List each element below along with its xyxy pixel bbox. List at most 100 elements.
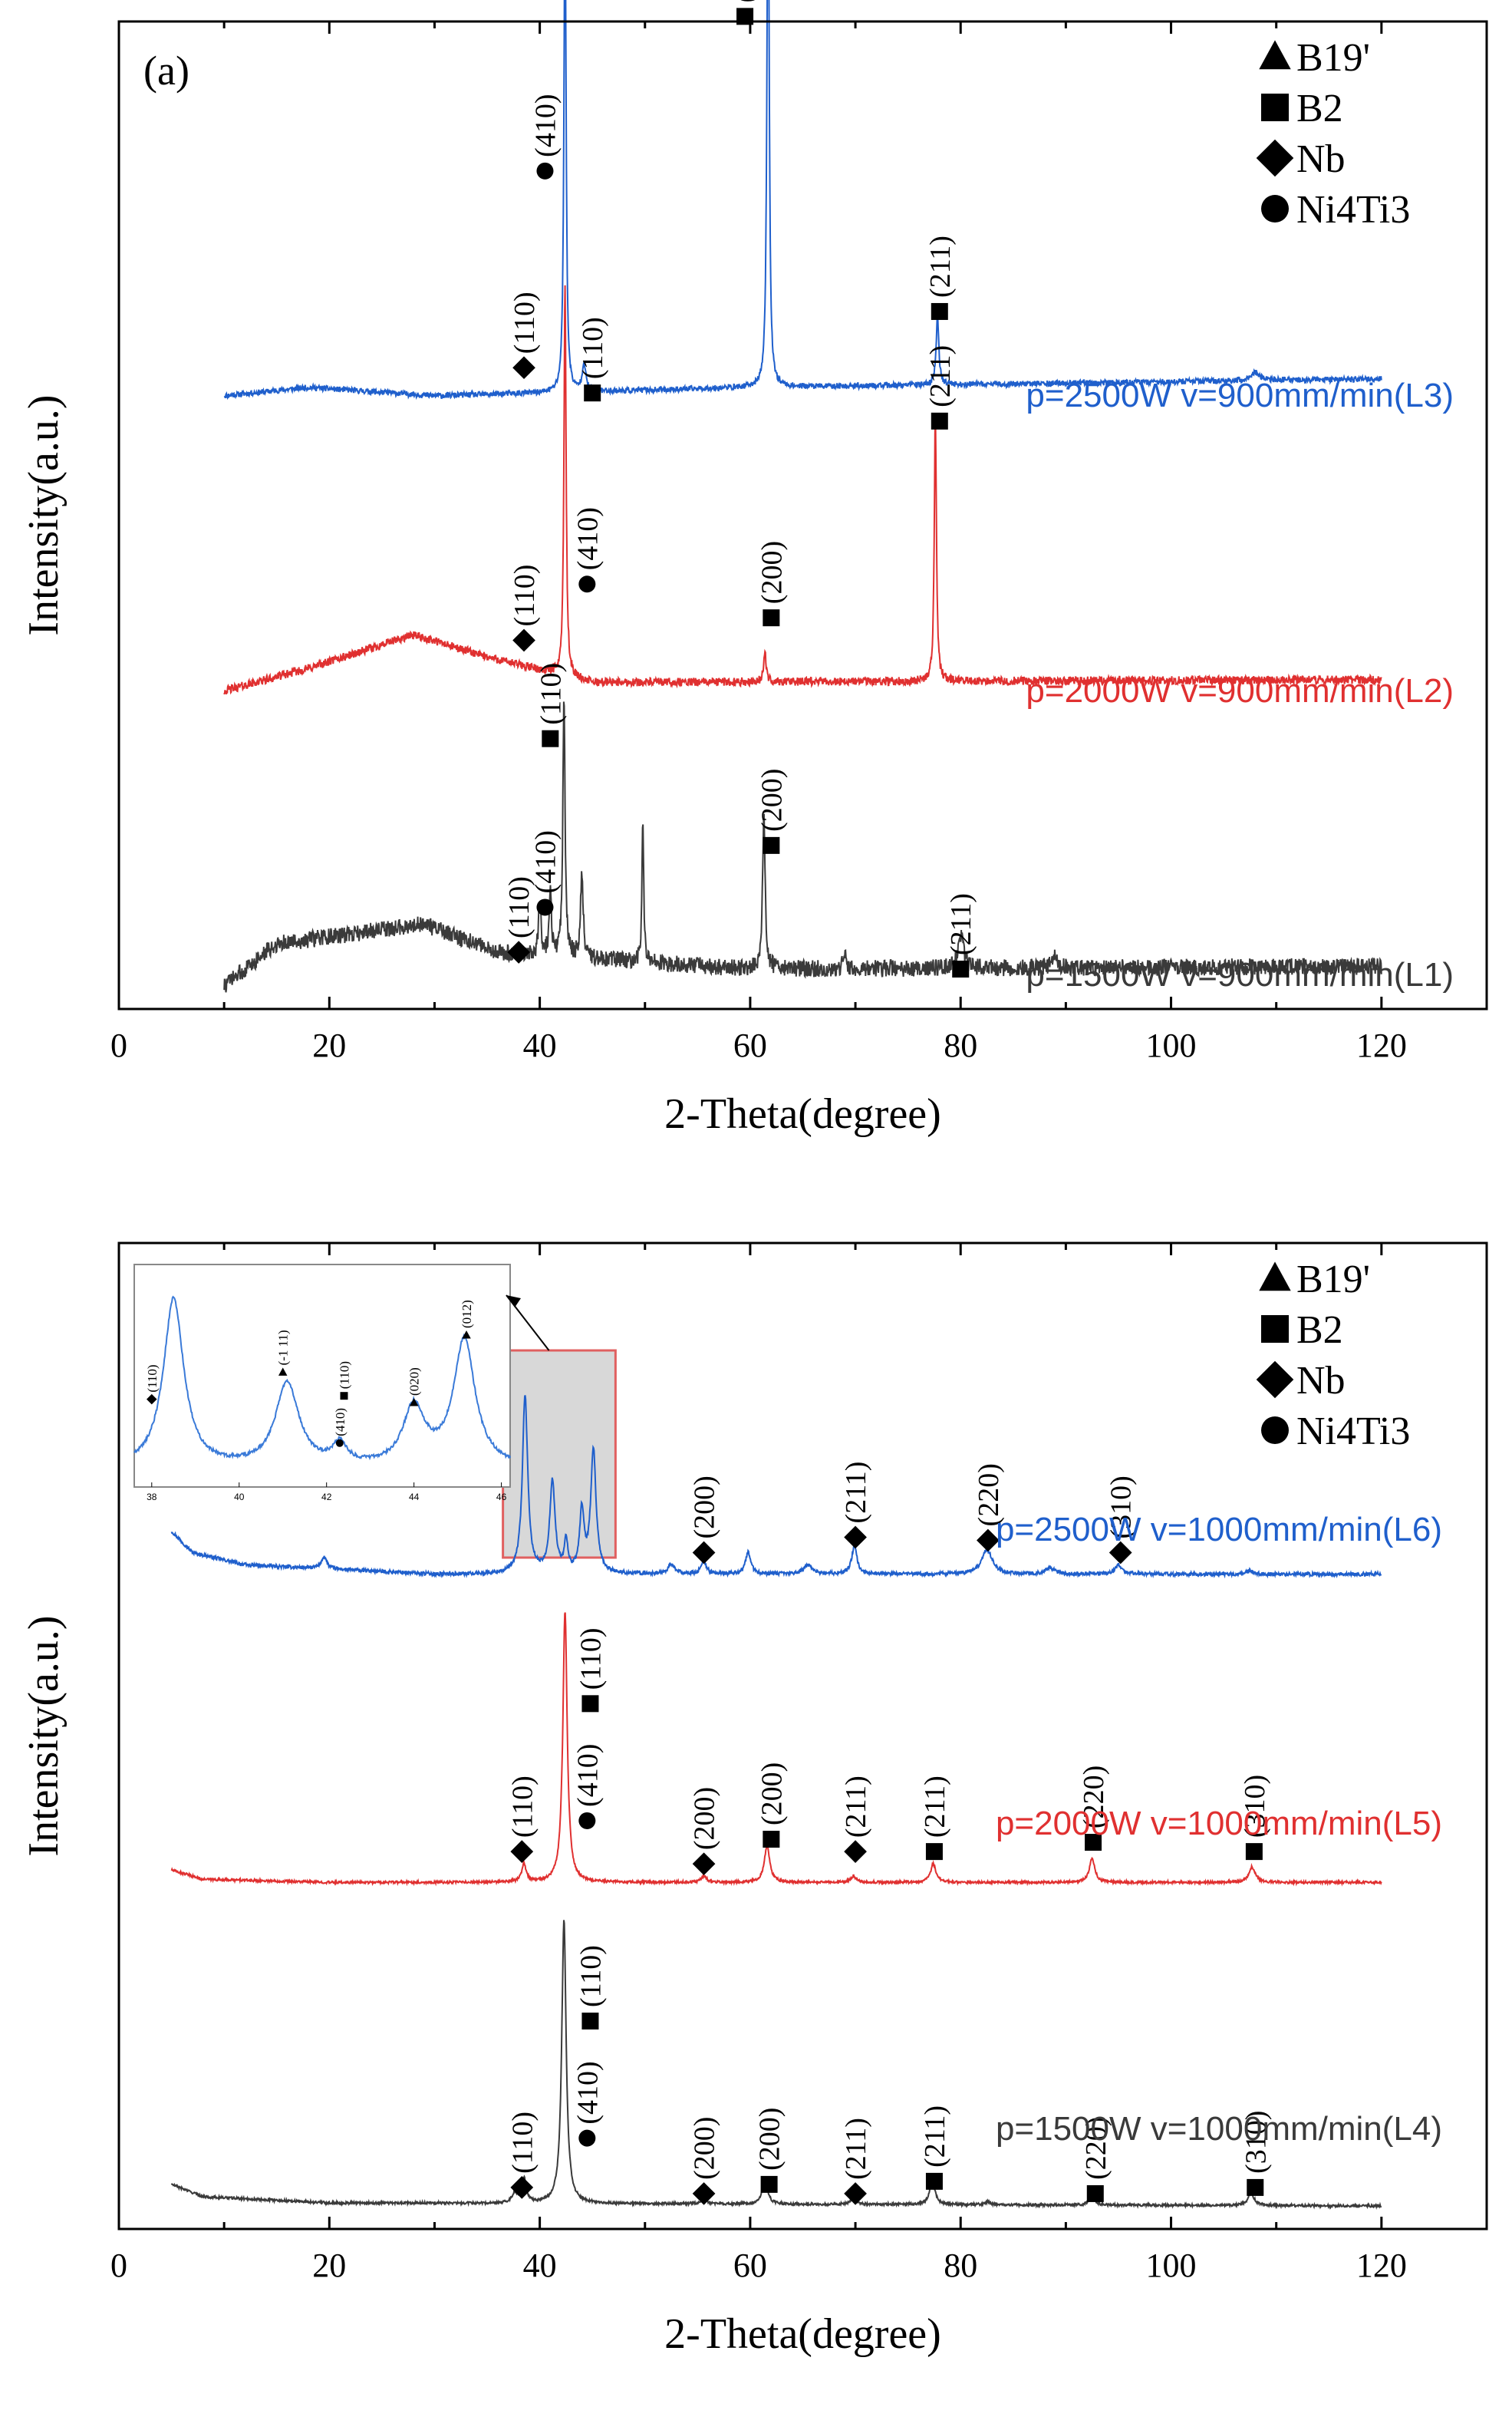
legend-entry: B2: [1296, 1308, 1343, 1352]
x-tick-label: 20: [312, 1027, 346, 1064]
inset-peak-label: (012): [460, 1300, 474, 1328]
inset-peak-label: (110): [145, 1364, 160, 1392]
series-line: [223, 701, 1382, 993]
series-1: (110) (410) (110) (200) (211) p=2500W v=900mm…: [223, 0, 1454, 414]
peak-label: (220): [1078, 1766, 1110, 1828]
peak-label: (110): [509, 565, 541, 627]
panel-label: (a): [143, 48, 189, 94]
series-condition-label: p=2500W v=900mm/min(L3): [1026, 377, 1454, 414]
inset: 38 40 42 44 46 (110) (-1 11) (410) (110) (020) (01…: [133, 1264, 550, 1502]
y-axis-title: Intensity(a.u.): [20, 394, 68, 635]
series-1: (200) (211) (220) (310)p=2500W v=1000mm/min…: [170, 1395, 1442, 1579]
inset-peak-label: (410): [333, 1408, 348, 1436]
legend-entry: B2: [1296, 87, 1343, 130]
diamond-marker: [1108, 1541, 1132, 1564]
square-marker: [581, 1695, 599, 1713]
circle-marker: [536, 162, 554, 180]
triangle-marker: [462, 1330, 471, 1339]
peak-label: (211): [924, 345, 957, 407]
diamond-marker: [977, 1528, 1000, 1552]
square-marker: [584, 384, 601, 402]
x-axis-title: 2-Theta(degree): [664, 1090, 941, 1138]
circle-marker: [536, 898, 554, 916]
inset-peak-label: (-1 11): [276, 1330, 291, 1365]
x-tick-label: 0: [110, 1027, 127, 1064]
square-marker: [1085, 1834, 1102, 1851]
peak-label: (220): [973, 1463, 1005, 1526]
peak-label: (110): [577, 317, 609, 379]
x-tick-label: 100: [1146, 1027, 1197, 1064]
peak-label: (110): [535, 663, 567, 725]
peak-label: (110): [506, 1776, 539, 1838]
x-tick-label: 120: [1356, 2247, 1407, 2284]
inset-tick-label: 40: [234, 1492, 245, 1502]
peak-label: (211): [919, 2105, 951, 2168]
y-axis-title: Intensity(a.u.): [20, 1615, 68, 1856]
x-tick-label: 60: [733, 1027, 767, 1064]
diamond-marker: [1256, 139, 1294, 177]
square-marker: [1261, 94, 1289, 121]
square-marker: [952, 961, 970, 978]
peak-label: (200): [730, 0, 762, 2]
peak-label: (410): [529, 830, 562, 893]
inset-tick-label: 44: [409, 1492, 420, 1502]
series-3: (110) (410) (110) (200) (200) (211) (211) (220)…: [170, 1920, 1442, 2210]
triangle-marker: [278, 1367, 288, 1376]
diamond-marker: [510, 1840, 534, 1863]
series-condition-label: p=2000W v=900mm/min(L2): [1026, 672, 1454, 710]
peak-label: (200): [756, 769, 788, 832]
inset-peak-label: (110): [337, 1361, 351, 1389]
plot-frame: [117, 1241, 1488, 2231]
x-tick-label: 40: [523, 2247, 557, 2284]
series-condition-label: p=1500W v=1000mm/min(L4): [996, 2110, 1442, 2148]
peak-label: (410): [572, 2061, 604, 2124]
legend-entry: B19': [1296, 36, 1370, 80]
inset-peak-label: (020): [407, 1367, 422, 1396]
x-tick-label: 20: [312, 2247, 346, 2284]
x-tick-label: 80: [944, 1027, 977, 1064]
triangle-marker: [1259, 40, 1291, 70]
circle-marker: [578, 2129, 596, 2147]
x-tick-label: 80: [944, 2247, 977, 2284]
series-2: (110) (410) (110) (200) (200) (211) (211) (220)…: [170, 1612, 1442, 1887]
circle-marker: [1261, 1416, 1289, 1444]
legend-entry: Ni4Ti3: [1296, 188, 1410, 232]
square-marker: [931, 412, 948, 430]
peak-label: (211): [919, 1776, 951, 1838]
panel-b: (200) (211) (220) (310) p=2500W v=1000mm/min…: [20, 1241, 1488, 2358]
x-tick-label: 120: [1356, 1027, 1407, 1064]
x-tick-label: 40: [523, 1027, 557, 1064]
legend-entry: Ni4Ti3: [1296, 1410, 1410, 1453]
peak-label: (110): [575, 1945, 607, 2007]
square-marker: [542, 730, 559, 747]
circle-marker: [578, 575, 596, 593]
diamond-marker: [1256, 1360, 1294, 1399]
inset-line: [133, 1295, 511, 1461]
x-tick-label: 100: [1146, 2247, 1197, 2284]
peak-label: (211): [945, 893, 977, 955]
square-marker: [581, 2013, 599, 2030]
series-3: (110)(410)(110)(200)(211)p=1500W v=900mm…: [223, 663, 1454, 994]
peak-label: (220): [1080, 2117, 1112, 2180]
peak-label: (410): [529, 94, 562, 157]
peak-label: (310): [1239, 1775, 1271, 1838]
triangle-marker: [1259, 1261, 1291, 1291]
panel-a: (110) (410) (110) (200) (211) p=2500W v=900mm…: [20, 0, 1488, 1138]
square-marker: [760, 2175, 778, 2193]
square-marker: [763, 1831, 780, 1848]
peak-label: (110): [575, 1627, 607, 1690]
peak-label: (200): [689, 2117, 721, 2180]
diamond-marker: [512, 628, 535, 652]
series-line: [170, 1395, 1382, 1579]
x-tick-label: 60: [733, 2247, 767, 2284]
inset-arrow-head: [506, 1295, 521, 1307]
circle-marker: [578, 1812, 596, 1829]
circle-marker: [1261, 195, 1289, 223]
peak-label: (110): [506, 2112, 539, 2174]
peak-label: (211): [840, 1462, 872, 1524]
series-condition-label: p=2500W v=1000mm/min(L6): [996, 1511, 1442, 1548]
peak-label: (211): [840, 2118, 872, 2180]
series-condition-label: p=2000W v=1000mm/min(L5): [996, 1805, 1442, 1842]
diamond-marker: [692, 2182, 716, 2205]
plot-frame: [117, 20, 1488, 1011]
